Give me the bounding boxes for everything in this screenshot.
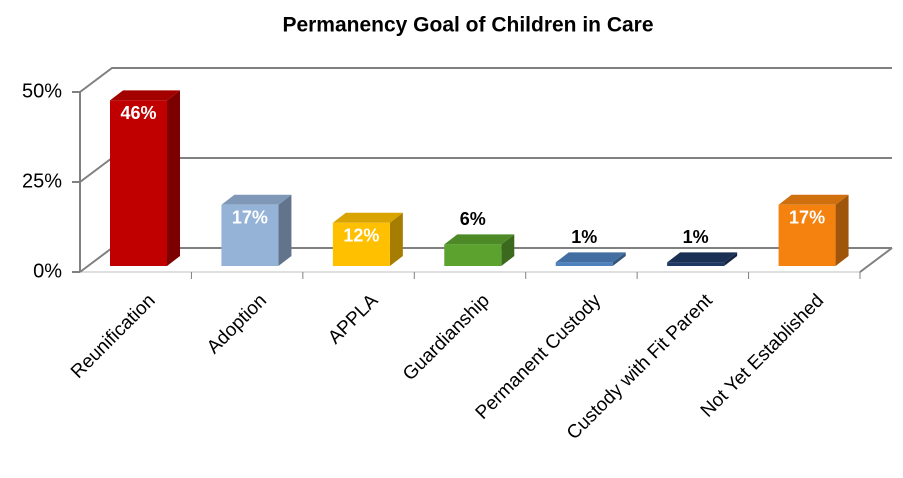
floor-edge	[859, 247, 893, 273]
bar	[778, 204, 836, 266]
chart-title: Permanency Goal of Children in Care	[282, 14, 653, 37]
bar	[221, 204, 279, 266]
x-tick-label: Not Yet Established	[697, 290, 828, 421]
bar-side	[724, 252, 738, 266]
bar	[555, 262, 613, 266]
bar-top	[221, 194, 292, 205]
x-tick-label: Adoption	[203, 290, 271, 358]
bar-side	[835, 194, 849, 266]
bar-side	[501, 234, 515, 266]
grid-line	[79, 157, 892, 183]
bar-side	[167, 90, 180, 267]
bar-side	[278, 194, 292, 266]
x-tick-label: Permanent Custody	[472, 290, 606, 424]
bar-top	[778, 194, 849, 205]
data-label: 6%	[460, 209, 486, 229]
data-label: 1%	[683, 227, 709, 247]
bar-top	[332, 212, 403, 223]
bar-top	[555, 252, 626, 263]
data-label: 12%	[343, 226, 379, 246]
bar	[332, 222, 390, 266]
bar	[444, 244, 502, 266]
y-tick-label: 25%	[22, 170, 62, 192]
x-tick-label: Reunification	[67, 290, 160, 383]
grid-line	[79, 67, 892, 93]
data-label: 1%	[571, 227, 597, 247]
bar-side	[612, 252, 626, 266]
data-label: 17%	[232, 208, 268, 228]
y-tick-label: 50%	[22, 80, 62, 102]
bar	[110, 100, 167, 267]
bar-top	[667, 252, 738, 263]
bar-top	[110, 90, 180, 101]
bar-side	[389, 212, 403, 266]
bar	[667, 262, 725, 266]
data-label: 46%	[120, 103, 156, 123]
x-tick-label: APPLA	[324, 290, 382, 348]
x-tick-label: Guardianship	[399, 290, 494, 385]
bar-top	[444, 234, 515, 245]
y-tick-label: 0%	[33, 260, 62, 282]
data-label: 17%	[789, 208, 825, 228]
